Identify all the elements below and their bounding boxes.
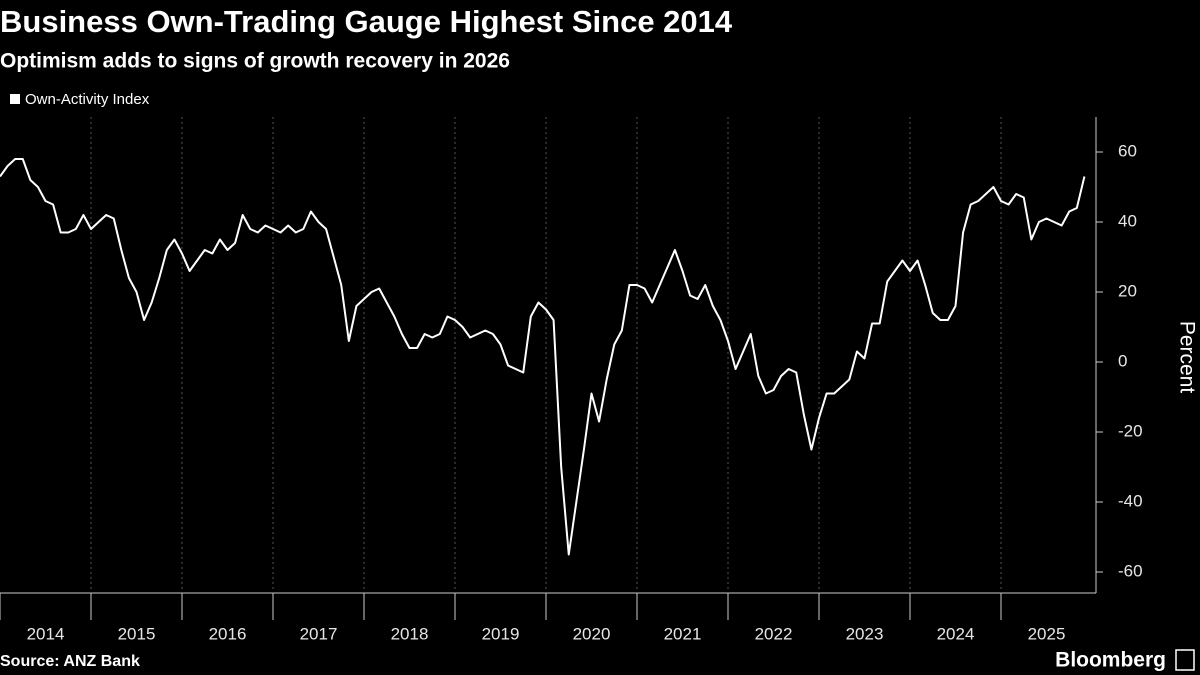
x-tick-label: 2022 — [755, 624, 793, 643]
y-tick-label: 40 — [1118, 211, 1137, 230]
y-axis-label: Percent — [1175, 321, 1198, 394]
x-tick-label: 2025 — [1028, 624, 1066, 643]
x-tick-label: 2016 — [209, 624, 247, 643]
source: Source: ANZ Bank — [0, 653, 140, 670]
x-tick-label: 2019 — [482, 624, 520, 643]
legend-swatch — [10, 94, 20, 104]
x-tick-label: 2018 — [391, 624, 429, 643]
x-tick-label: 2014 — [27, 624, 65, 643]
y-tick-label: 20 — [1118, 281, 1137, 300]
brand-icon — [1175, 649, 1195, 671]
x-tick-label: 2024 — [937, 624, 975, 643]
y-tick-label: 0 — [1118, 351, 1127, 370]
chart-subtitle: Optimism adds to signs of growth recover… — [0, 50, 510, 73]
x-tick-label: 2020 — [573, 624, 611, 643]
x-tick-label: 2017 — [300, 624, 338, 643]
legend-label: Own-Activity Index — [25, 91, 150, 108]
brand: Bloomberg — [1055, 649, 1166, 672]
x-tick-label: 2023 — [846, 624, 884, 643]
line — [0, 158, 1086, 556]
y-tick-label: -20 — [1118, 421, 1143, 440]
y-tick-label: 60 — [1118, 141, 1137, 160]
x-tick-label: 2015 — [118, 624, 156, 643]
x-tick-label: 2021 — [664, 624, 702, 643]
y-tick-label: -40 — [1118, 491, 1143, 510]
chart-title: Business Own-Trading Gauge Highest Since… — [0, 4, 733, 39]
y-tick-label: -60 — [1118, 561, 1143, 580]
